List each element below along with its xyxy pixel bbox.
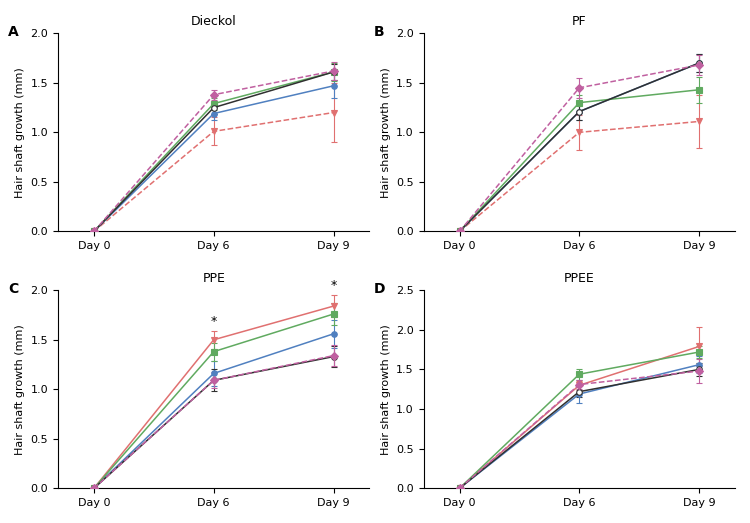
Text: A: A <box>8 26 19 39</box>
Title: PPEE: PPEE <box>564 272 595 285</box>
Text: C: C <box>8 282 19 297</box>
Text: B: B <box>374 26 385 39</box>
Title: Dieckol: Dieckol <box>190 15 236 28</box>
Y-axis label: Hair shaft growth (mm): Hair shaft growth (mm) <box>15 324 25 454</box>
Title: PPE: PPE <box>202 272 225 285</box>
Text: *: * <box>331 279 337 292</box>
Y-axis label: Hair shaft growth (mm): Hair shaft growth (mm) <box>380 67 391 198</box>
Title: PF: PF <box>572 15 586 28</box>
Y-axis label: Hair shaft growth (mm): Hair shaft growth (mm) <box>15 67 25 198</box>
Text: *: * <box>211 315 217 328</box>
Text: D: D <box>374 282 386 297</box>
Y-axis label: Hair shaft growth (mm): Hair shaft growth (mm) <box>380 324 391 454</box>
